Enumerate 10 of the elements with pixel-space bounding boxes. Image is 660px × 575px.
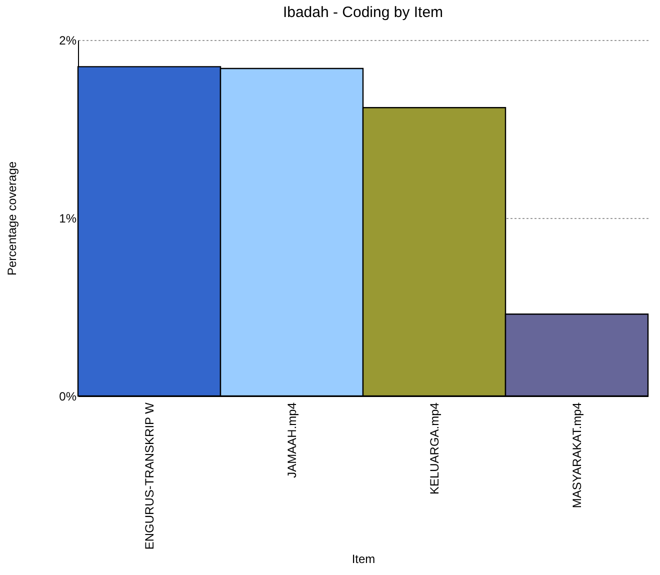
x-tick-label: ENGURUS-TRANSKRIP W (142, 402, 156, 550)
x-tick-label: MASYARAKAT.mp4 (570, 402, 584, 508)
y-tick-label: 1% (59, 212, 77, 226)
x-axis-title: Item (352, 552, 376, 566)
chart-title: Ibadah - Coding by Item (282, 4, 444, 21)
y-axis-title: Percentage coverage (5, 161, 20, 276)
y-tick-label: 0% (59, 390, 77, 404)
y-tick-label: 2% (59, 34, 77, 48)
x-tick-label: JAMAAH.mp4 (284, 402, 299, 478)
x-tick-label: KELUARGA.mp4 (427, 402, 442, 495)
